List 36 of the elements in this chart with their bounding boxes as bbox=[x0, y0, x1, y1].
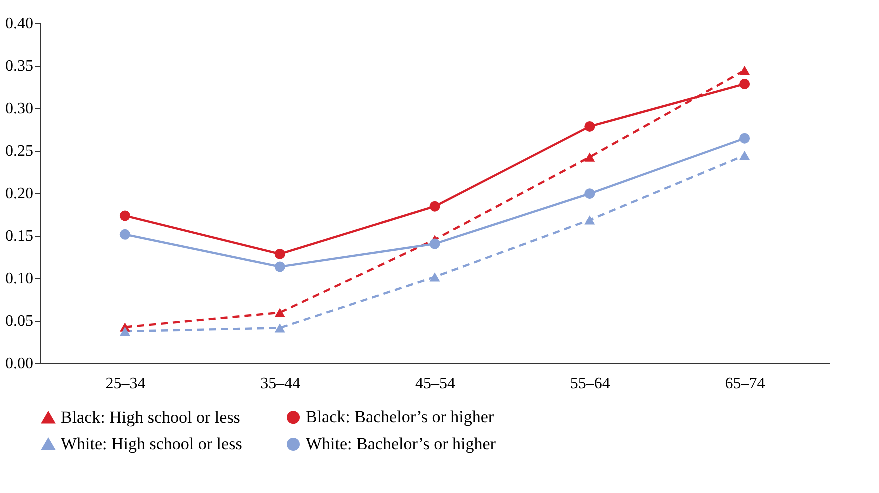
legend-label: Black: Bachelor’s or higher bbox=[306, 408, 494, 427]
legend-label: White: Bachelor’s or higher bbox=[306, 434, 496, 454]
point bbox=[274, 324, 286, 333]
point bbox=[584, 152, 596, 162]
x-tick-label: 55–64 bbox=[570, 376, 610, 392]
x-tick-label: 25–34 bbox=[106, 376, 146, 392]
point bbox=[584, 216, 596, 225]
x-tick-label: 35–44 bbox=[260, 376, 301, 392]
y-tick-label: 0.10 bbox=[6, 270, 34, 288]
y-tick-label: 0.30 bbox=[6, 100, 34, 118]
y-tick-label: 0.20 bbox=[6, 186, 34, 202]
y-tick-label: 0.05 bbox=[6, 313, 34, 330]
point bbox=[274, 262, 286, 272]
legend-label: White: High school or less bbox=[61, 434, 242, 454]
y-tick-label: 0.15 bbox=[6, 228, 34, 245]
y-tick-label: 0.35 bbox=[6, 58, 34, 75]
point bbox=[740, 133, 750, 144]
point bbox=[274, 248, 286, 260]
y-tick-label: 0.00 bbox=[6, 356, 34, 372]
point bbox=[120, 327, 130, 336]
y-tick-label: 0.25 bbox=[6, 143, 34, 160]
y-tick-label: 0.40 bbox=[6, 16, 34, 32]
point bbox=[584, 188, 596, 200]
point bbox=[274, 308, 286, 318]
point bbox=[120, 210, 130, 222]
point bbox=[120, 229, 130, 240]
x-tick-label: 65–74 bbox=[725, 376, 766, 392]
point bbox=[430, 272, 440, 282]
point bbox=[740, 78, 750, 90]
legend-label: Black: High school or less bbox=[61, 408, 240, 427]
point bbox=[584, 121, 596, 132]
point bbox=[740, 66, 750, 76]
point bbox=[740, 151, 750, 160]
x-tick-label: 45–54 bbox=[416, 376, 456, 392]
point bbox=[430, 201, 440, 212]
point bbox=[430, 238, 440, 250]
